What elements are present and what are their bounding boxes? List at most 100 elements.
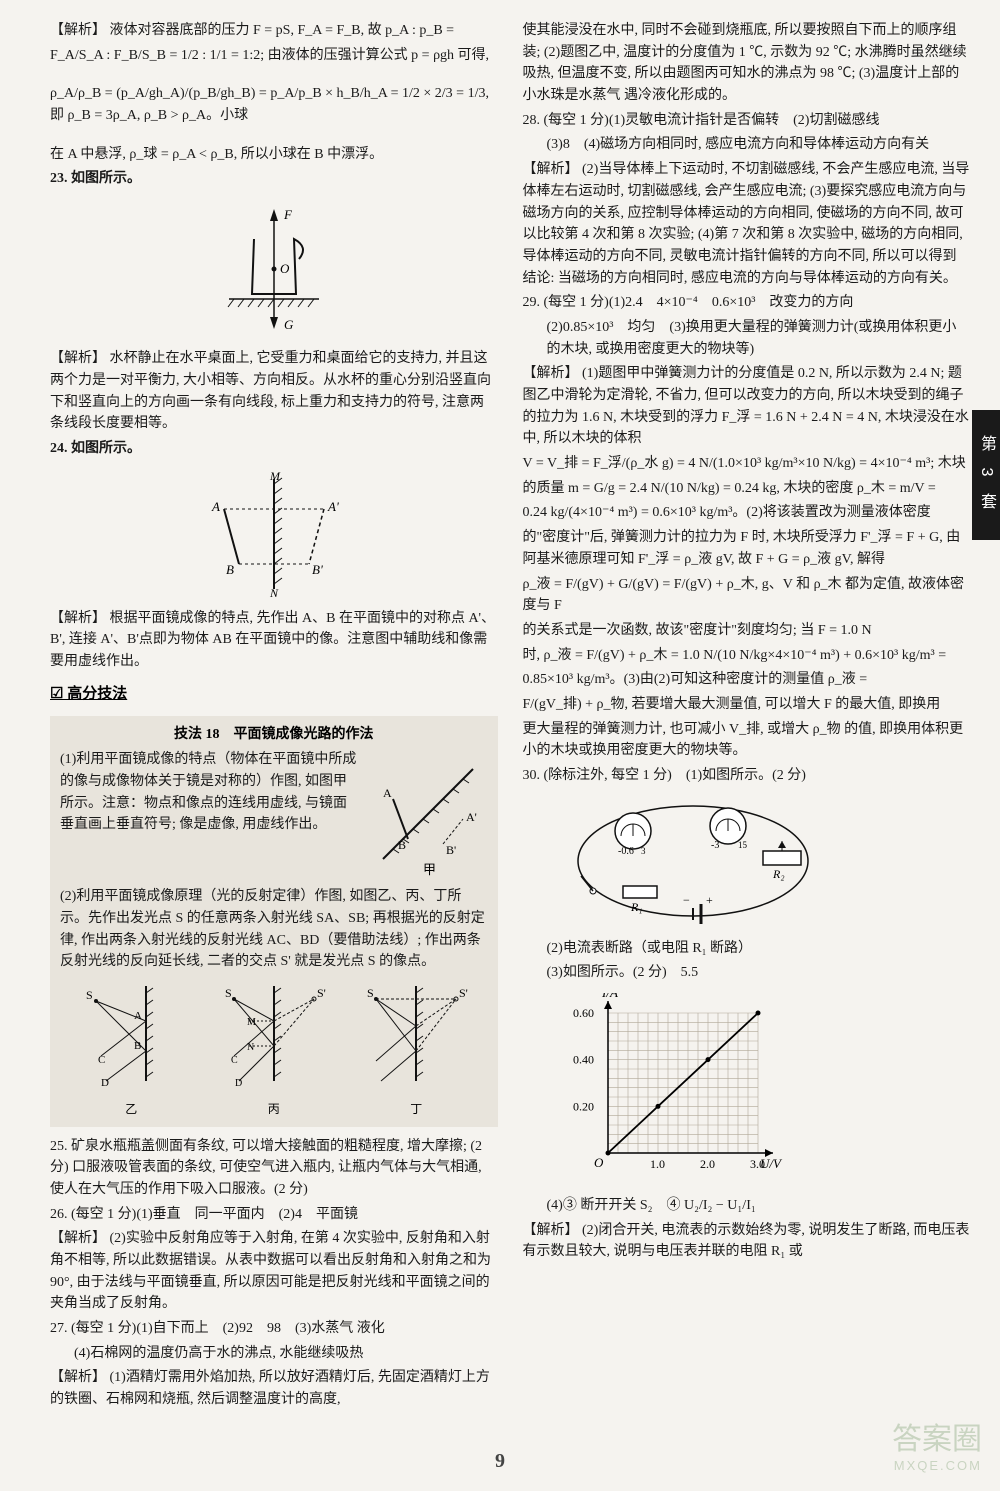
q29-explain4: 更大量程的弹簧测力计, 也可减小 V_排, 或增大 ρ_物 的值, 即换用体积更… (523, 719, 971, 762)
q28-explain: 【解析】 (2)当导体棒上下运动时, 不切割磁感线, 不会产生感应电流, 当导体… (523, 159, 971, 289)
svg-text:A: A (383, 786, 392, 800)
svg-text:+: + (706, 893, 713, 907)
svg-text:0.60: 0.60 (573, 1006, 594, 1020)
watermark-logo: 答案圈 (892, 1414, 982, 1458)
svg-text:R₁: R₁ (630, 900, 643, 914)
page-number: 9 (495, 1450, 505, 1473)
svg-text:15: 15 (738, 840, 748, 850)
svg-text:-0.6: -0.6 (618, 846, 634, 857)
q29-explain2: 的"密度计"后, 弹簧测力计的拉力为 F 时, 木块所受浮力 F'_浮 = F … (523, 527, 971, 570)
q26-explain: 【解析】 (2)实验中反射角应等于入射角, 在第 4 次实验中, 反射角和入射角… (50, 1228, 498, 1315)
section-title: ☑ 高分技法 (50, 682, 498, 703)
q30-circuit-figure: -0.6 3 -3 15 R₂ R₁ − + (563, 796, 971, 931)
q29-f3: 0.24 kg/(4×10⁻⁴ m³) = 0.6×10³ kg/m³。(2)将… (523, 502, 971, 524)
q28-sub: (3)8 (4)磁场方向相同时, 感应电流方向和导体棒运动方向有关 (523, 134, 971, 156)
q29-f2: 的质量 m = G/g = 2.4 N/(10 N/kg) = 0.24 kg,… (523, 478, 971, 500)
svg-text:−: − (683, 893, 690, 907)
svg-text:C: C (231, 1055, 238, 1066)
q29-explain3: 的关系式是一次函数, 故该"密度计"刻度均匀; 当 F = 1.0 N (523, 620, 971, 642)
svg-text:S': S' (459, 986, 468, 1000)
q30-graph: 1.02.03.00.200.400.60OU/VI/A (563, 993, 971, 1188)
svg-text:B: B (226, 562, 234, 577)
svg-text:U/V: U/V (760, 1156, 783, 1171)
technique-box: 技法 18 平面镜成像光路的作法 (1)利用平面镜成像的特点（物体在平面镜中所成… (50, 716, 498, 1127)
left-column: 【解析】 液体对容器底部的压力 F = pS, F_A = F_B, 故 p_A… (50, 20, 498, 1471)
svg-text:R₂: R₂ (772, 867, 785, 881)
q23-label: 23. 如图所示。 (50, 168, 498, 190)
svg-text:A': A' (327, 499, 339, 514)
svg-text:A': A' (466, 810, 477, 824)
side-tab: 第 3 套 (972, 410, 1000, 540)
svg-text:D: D (101, 1077, 109, 1089)
q30-sub4: (4)③ 断开开关 S₂ ④ U₂/I₂ − U₁/I₁ (523, 1195, 971, 1217)
svg-text:B: B (398, 838, 406, 852)
svg-text:M: M (247, 1017, 256, 1028)
svg-text:B: B (134, 1040, 141, 1052)
svg-text:3: 3 (641, 846, 646, 856)
technique-p1: (1)利用平面镜成像的特点（物体在平面镜中所成的像与成像物体关于镜是对称的）作图… (60, 749, 360, 836)
q24-label: 24. 如图所示。 (50, 438, 498, 460)
q25: 25. 矿泉水瓶瓶盖侧面有条纹, 可以增大接触面的粗糙程度, 增大摩擦; (2 … (50, 1136, 498, 1201)
formula-1: F_A/S_A : F_B/S_B = 1/2 : 1/1 = 1:2; 由液体… (50, 45, 498, 67)
svg-text:0.40: 0.40 (573, 1053, 594, 1067)
sub-ding: 丁 (361, 1100, 471, 1119)
svg-text:B': B' (312, 562, 323, 577)
q30: 30. (除标注外, 每空 1 分) (1)如图所示。(2 分) (523, 765, 971, 787)
watermark: 答案圈 MXQE.COM (892, 1414, 982, 1473)
q24-explain: 【解析】 根据平面镜成像的特点, 先作出 A、B 在平面镜中的对称点 A'、B'… (50, 608, 498, 673)
q29: 29. (每空 1 分)(1)2.4 4×10⁻⁴ 0.6×10³ 改变力的方向 (523, 292, 971, 314)
svg-text:S: S (225, 986, 232, 1000)
q30-sub2: (2)电流表断路（或电阻 R₁ 断路） (523, 938, 971, 960)
q30-sub3: (3)如图所示。(2 分) 5.5 (523, 962, 971, 984)
q26: 26. (每空 1 分)(1)垂直 同一平面内 (2)4 平面镜 (50, 1204, 498, 1226)
q28: 28. (每空 1 分)(1)灵敏电流计指针是否偏转 (2)切割磁感线 (523, 110, 971, 132)
svg-text:O: O (594, 1155, 604, 1170)
q23-figure: F G O (50, 199, 498, 339)
q27: 27. (每空 1 分)(1)自下而上 (2)92 98 (3)水蒸气 液化 (50, 1318, 498, 1340)
sub-yi: 乙 (76, 1100, 186, 1119)
svg-text:I/A: I/A (601, 993, 618, 1000)
svg-text:N: N (269, 586, 279, 599)
technique-fig-jia: A B A' B' 甲 (368, 749, 488, 886)
svg-text:B': B' (446, 843, 456, 857)
svg-text:0.20: 0.20 (573, 1099, 594, 1113)
svg-text:D: D (235, 1078, 242, 1089)
q27-explain: 【解析】 (1)酒精灯需用外焰加热, 所以放好酒精灯后, 先固定酒精灯上方的铁圈… (50, 1367, 498, 1410)
svg-text:S: S (367, 986, 374, 1000)
svg-text:A: A (134, 1010, 142, 1022)
svg-text:G: G (284, 317, 294, 332)
svg-text:O: O (280, 261, 290, 276)
technique-header: 技法 18 平面镜成像光路的作法 (60, 724, 488, 750)
q29-f5: 时, ρ_液 = F/(gV) + ρ_木 = 1.0 N/(10 N/kg×4… (523, 645, 971, 667)
svg-text:-3: -3 (711, 840, 719, 851)
q24-figure: M N A B A' B' (50, 469, 498, 599)
formula-tail: 在 A 中悬浮, ρ_球 = ρ_A < ρ_B, 所以小球在 B 中漂浮。 (50, 144, 498, 166)
svg-text:A: A (211, 499, 220, 514)
svg-text:S: S (86, 988, 93, 1002)
technique-diagrams-row: S A B C D 乙 S S' (60, 981, 488, 1119)
q29-f4: ρ_液 = F/(gV) + G/(gV) = F/(gV) + ρ_木, g、… (523, 574, 971, 617)
q30-explain: 【解析】 (2)闭合开关, 电流表的示数始终为零, 说明发生了断路, 而电压表有… (523, 1220, 971, 1263)
watermark-url: MXQE.COM (894, 1458, 982, 1473)
formula-2: ρ_A/ρ_B = (p_A/gh_A)/(p_B/gh_B) = p_A/p_… (50, 83, 498, 126)
q27-cont: 使其能浸没在水中, 同时不会碰到烧瓶底, 所以要按照自下而上的顺序组装; (2)… (523, 20, 971, 107)
svg-text:C: C (98, 1054, 105, 1066)
q29-f6: 0.85×10³ kg/m³。(3)由(2)可知这种密度计的测量值 ρ_液 = (523, 669, 971, 691)
sub-bing: 丙 (219, 1100, 329, 1119)
q29-explain1: 【解析】 (1)题图甲中弹簧测力计的分度值是 0.2 N, 所以示数为 2.4 … (523, 363, 971, 450)
q29-f1: V = V_排 = F_浮/(ρ_水 g) = 4 N/(1.0×10³ kg/… (523, 453, 971, 475)
q29-f7: F/(gV_排) + ρ_物, 若要增大最大测量值, 可以增大 F 的最大值, … (523, 694, 971, 716)
svg-text:2.0: 2.0 (700, 1157, 715, 1171)
svg-text:S': S' (317, 986, 326, 1000)
svg-text:N: N (247, 1042, 254, 1053)
q23-explain: 【解析】 水杯静止在水平桌面上, 它受重力和桌面给它的支持力, 并且这两个力是一… (50, 348, 498, 435)
q29-sub2: (2)0.85×10³ 均匀 (3)换用更大量程的弹簧测力计(或换用体积更小的木… (523, 317, 971, 360)
right-column: 使其能浸没在水中, 同时不会碰到烧瓶底, 所以要按照自下而上的顺序组装; (2)… (523, 20, 971, 1471)
q27-sub4: (4)石棉网的温度仍高于水的沸点, 水能继续吸热 (50, 1343, 498, 1365)
svg-text:1.0: 1.0 (650, 1157, 665, 1171)
svg-text:甲: 甲 (423, 862, 436, 877)
svg-text:M: M (269, 469, 281, 483)
technique-p2: (2)利用平面镜成像原理（光的反射定律）作图, 如图乙、丙、丁所示。先作出发光点… (60, 886, 488, 973)
explain-22-lead: 【解析】 液体对容器底部的压力 F = pS, F_A = F_B, 故 p_A… (50, 20, 498, 42)
svg-text:F: F (283, 207, 293, 222)
